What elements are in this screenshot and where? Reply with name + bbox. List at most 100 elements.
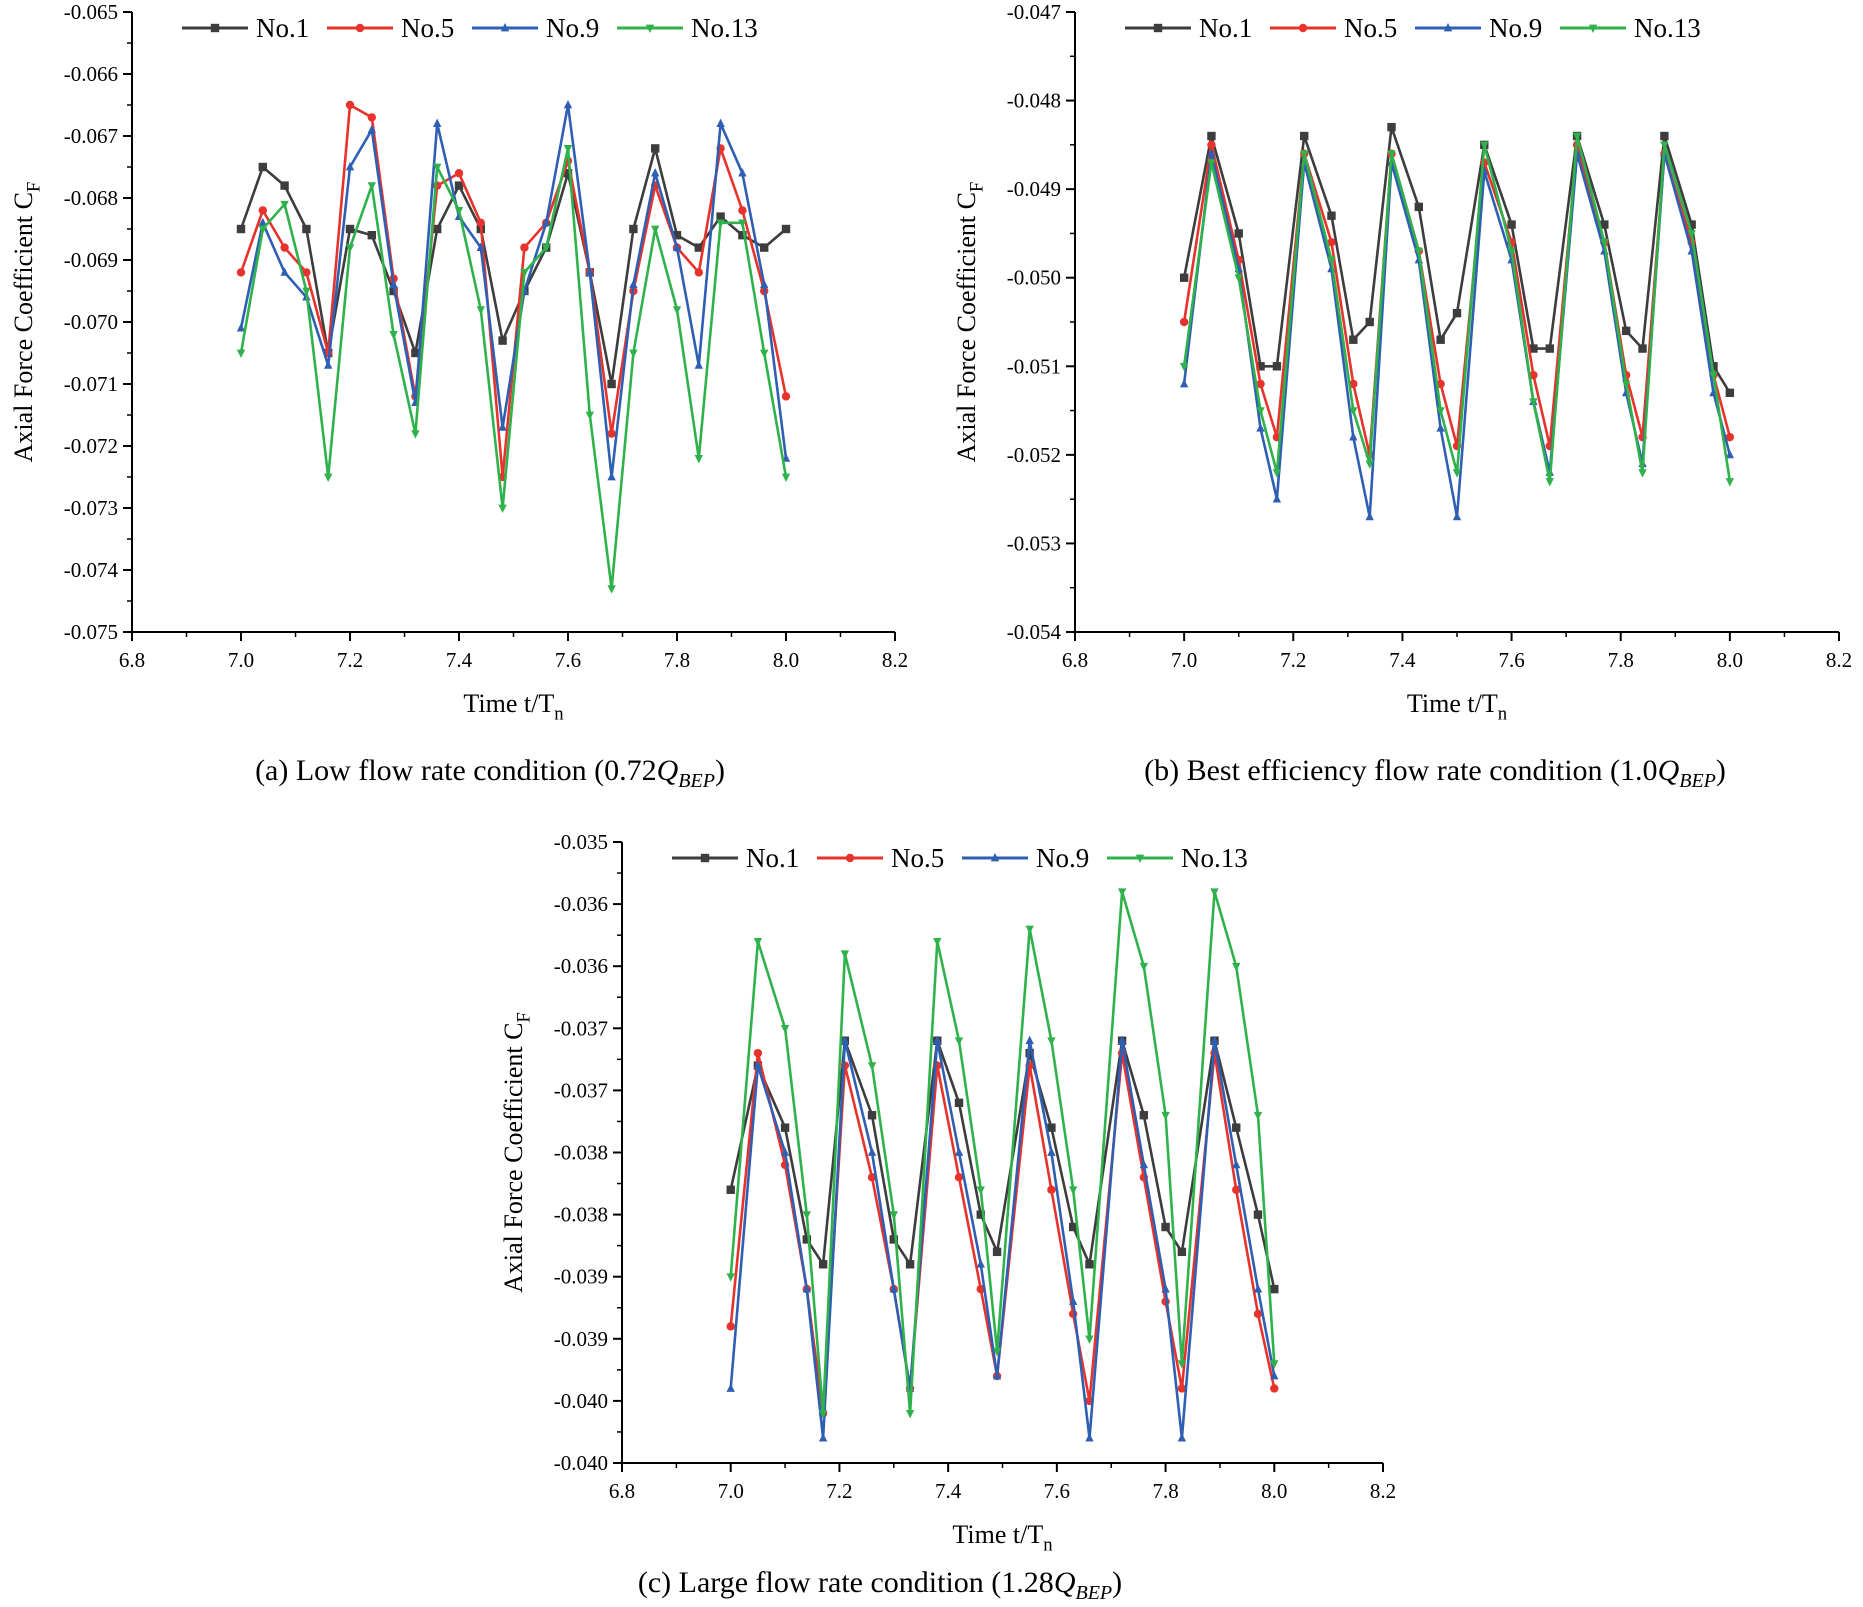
- data-point: [1687, 220, 1696, 229]
- data-point: [954, 1147, 964, 1156]
- data-point: [498, 422, 507, 431]
- data-point: [1232, 1185, 1241, 1194]
- legend-label: No.1: [1199, 13, 1252, 43]
- data-point: [1660, 131, 1669, 141]
- data-point: [1414, 247, 1423, 257]
- data-point: [1300, 131, 1309, 141]
- data-point: [1452, 308, 1462, 318]
- data-point: [1177, 1433, 1187, 1442]
- series-line: [729, 1039, 1276, 1440]
- data-point: [651, 144, 660, 153]
- data-point: [818, 1433, 828, 1442]
- data-point: [1139, 1159, 1149, 1169]
- data-point: [1234, 274, 1243, 283]
- data-point: [694, 243, 703, 252]
- legend-item: No.13: [1107, 843, 1248, 873]
- series-no1: [726, 1036, 1279, 1294]
- data-point: [1232, 962, 1241, 972]
- data-point: [1177, 1247, 1187, 1257]
- data-point: [1327, 256, 1336, 266]
- y-axis-label: Axial Force Coefficient CF: [9, 182, 44, 463]
- data-point: [258, 225, 267, 235]
- data-point: [476, 218, 485, 227]
- data-point: [1621, 380, 1631, 390]
- data-point: [1349, 379, 1358, 389]
- data-point: [867, 1147, 877, 1156]
- x-axis-label-subscript: n: [1043, 1534, 1053, 1555]
- data-point: [411, 430, 420, 439]
- legend-swatch-marker: [645, 24, 655, 34]
- data-point: [585, 267, 594, 276]
- x-tick-label: 8.2: [1370, 1479, 1396, 1503]
- data-point: [1161, 1222, 1170, 1232]
- x-tick-label: 7.2: [826, 1479, 852, 1503]
- x-axis-label-text: Time t/T: [1407, 689, 1498, 718]
- data-point: [780, 1024, 790, 1034]
- data-point: [1327, 211, 1336, 220]
- legend: No.1 No.5 No.9 No.13: [672, 843, 1248, 873]
- legend-label: No.9: [1489, 13, 1542, 43]
- series-no13: [236, 145, 791, 594]
- x-axis-label-text: Time t/T: [952, 1520, 1043, 1549]
- legend-item: No.9: [962, 843, 1089, 873]
- y-tick-label: -0.036: [554, 892, 608, 916]
- caption-suffix: ): [1716, 754, 1726, 787]
- y-tick-label: -0.067: [64, 124, 118, 148]
- data-point: [345, 224, 355, 234]
- data-point: [433, 163, 442, 173]
- y-tick-label: -0.049: [1007, 177, 1061, 201]
- data-point: [1687, 230, 1696, 239]
- data-point: [1179, 362, 1189, 372]
- data-point: [889, 1284, 898, 1293]
- data-point: [802, 1284, 812, 1293]
- data-point: [1177, 1360, 1187, 1369]
- data-point: [280, 200, 289, 210]
- data-point: [1025, 1035, 1034, 1045]
- chart-c: 6.8 7.0 7.2 7.4 7.6 7.8 8.0 8.2 -0.035 -0.036 -0.0…: [499, 830, 1396, 1604]
- chart-caption: (a) Low flow rate condition (0.72QBEP): [255, 754, 725, 792]
- y-tick-label: -0.050: [1007, 266, 1061, 290]
- x-tick-label: 7.6: [1044, 1479, 1070, 1503]
- data-point: [1207, 140, 1216, 150]
- data-point: [1300, 150, 1309, 159]
- legend-item: No.5: [1270, 13, 1397, 43]
- data-point: [1256, 407, 1265, 416]
- data-point: [324, 473, 333, 483]
- data-point: [1047, 1037, 1056, 1046]
- y-axis-label-subscript: F: [966, 182, 987, 192]
- data-point: [1272, 494, 1282, 503]
- data-point: [672, 306, 682, 315]
- caption-suffix: ): [715, 754, 725, 787]
- legend-label: No.1: [256, 13, 309, 43]
- series-no13: [1179, 132, 1735, 487]
- caption-q: Q: [1658, 754, 1680, 787]
- data-point: [367, 124, 376, 134]
- data-point: [1068, 1296, 1078, 1305]
- data-point: [1085, 1260, 1094, 1269]
- caption-prefix: (b) Best efficiency flow rate condition …: [1144, 754, 1657, 787]
- chart-caption: (c) Large flow rate condition (1.28QBEP): [638, 1566, 1122, 1604]
- y-tick-label: -0.072: [64, 434, 118, 458]
- data-point: [738, 219, 747, 228]
- legend-label: No.13: [1181, 843, 1248, 873]
- chart-b: 6.8 7.0 7.2 7.4 7.6 7.8 8.0 8.2 -0.047 -0.048 -0.0…: [952, 0, 1852, 792]
- x-tick-label: 6.8: [119, 648, 145, 672]
- series-no13: [726, 888, 1279, 1419]
- data-point: [889, 1235, 898, 1244]
- x-tick-label: 6.8: [609, 1479, 635, 1503]
- data-point: [1139, 962, 1149, 972]
- data-point: [454, 169, 464, 178]
- data-point: [258, 206, 267, 215]
- data-point: [867, 1062, 877, 1071]
- x-tick-label: 7.4: [1389, 648, 1416, 672]
- data-point: [753, 1060, 763, 1069]
- caption-sub: BEP: [1075, 1582, 1112, 1604]
- y-tick-label: -0.054: [1007, 620, 1062, 644]
- data-point: [1507, 220, 1516, 229]
- y-tick-label: -0.066: [64, 62, 118, 86]
- data-point: [1234, 229, 1243, 238]
- y-axis-label-subscript: F: [513, 1012, 534, 1022]
- data-point: [476, 306, 485, 315]
- data-point: [1256, 379, 1265, 389]
- data-point: [1436, 335, 1445, 344]
